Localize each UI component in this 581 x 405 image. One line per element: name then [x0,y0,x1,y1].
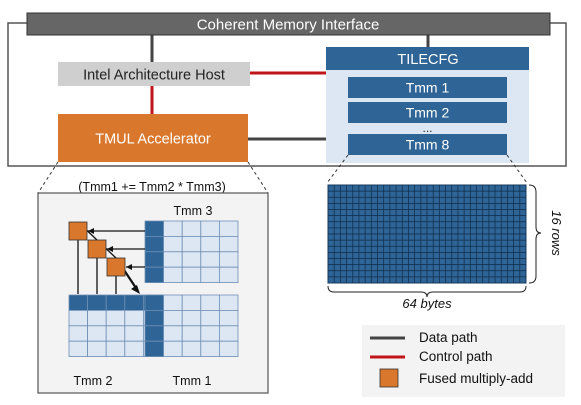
legend-fma-label: Fused multiply-add [419,371,533,386]
matrix-cell [218,266,239,284]
host-box [58,62,250,86]
matrix-cell [144,340,165,358]
matrix-cell [163,220,183,237]
matrix-cell [68,325,89,342]
matrix-cell [105,309,126,327]
matrix-cell [144,309,165,327]
tile-register-label: Tmm 2 [406,105,450,121]
coherent-memory-interface-bar [26,12,551,36]
matrix-cell [87,340,107,358]
coherent-memory-interface-label: Coherent Memory Interface [197,17,380,34]
matrix-cell [163,235,183,253]
rows-label: 16 rows [549,210,564,256]
matrix-cell [105,340,126,358]
fma-unit [68,221,88,241]
tmm2-label: Tmm 2 [74,374,113,388]
tmul-formula: (Tmm1 += Tmm2 * Tmm3) [78,180,225,194]
zoom-guide-line [247,161,269,194]
matrix-cell [218,340,239,358]
matrix-cell [200,235,220,253]
matrix-cell [218,251,239,268]
matrix-cell [87,294,107,311]
tile-register-box [348,77,507,98]
matrix-cell [68,309,89,327]
matrix-cell [200,220,220,237]
matrix-cell [218,325,239,342]
matrix-cell [181,325,202,342]
matrix-cell [200,294,220,311]
tile-register-box [348,102,507,123]
cols-label: 64 bytes [402,296,452,311]
matrix-cell [181,266,202,284]
matrix-cell [181,220,202,237]
matrix-cell [181,235,202,253]
matrix-cell [144,325,165,342]
tmm1-label: Tmm 1 [173,374,212,388]
matrix-cell [87,325,107,342]
matrix-cell [200,266,220,284]
tile-register-label: Tmm 1 [406,80,450,96]
matrix-cell [68,294,89,311]
tmul-accelerator-box [58,114,248,162]
legend-control-path-label: Control path [419,349,493,364]
host-label: Intel Architecture Host [83,68,225,84]
matrix-cell [163,309,183,327]
matrix-cell [218,309,239,327]
cols-brace [327,285,527,298]
matrix-cell [218,220,239,237]
matrix-cell [87,309,107,327]
zoom-guide-line [37,161,59,194]
matrix-cell [200,309,220,327]
matrix-cell [68,340,89,358]
matrix-cell [163,251,183,268]
matrix-cell [124,294,144,311]
matrix-cell [218,235,239,253]
matrix-cell [181,294,202,311]
tmm3-label: Tmm 3 [174,204,213,218]
matrix-cell [144,294,165,311]
tile-ellipsis: ... [422,121,432,135]
matrix-cell [181,340,202,358]
tilecfg-header [326,47,529,70]
matrix-cell [200,251,220,268]
matrix-cell [144,251,165,268]
matrix-cell [144,266,165,284]
matrix-cell [124,340,144,358]
fma-unit [106,257,126,277]
tmm1-matrix [144,294,239,358]
matrix-cell [163,340,183,358]
matrix-cell [181,309,202,327]
matrix-cell [163,325,183,342]
matrix-cell [144,220,165,237]
matrix-cell [105,325,126,342]
tile-register-grid [327,184,527,284]
matrix-cell [218,294,239,311]
matrix-cell [200,340,220,358]
tmm3-matrix [144,220,239,284]
matrix-cell [200,325,220,342]
matrix-cell [124,309,144,327]
fma-unit [87,239,107,259]
tmul-accelerator-label: TMUL Accelerator [95,132,211,148]
tilecfg-title: TILECFG [397,52,458,68]
legend-fma-swatch [379,368,399,388]
tile-register-label: Tmm 8 [406,137,450,153]
matrix-cell [144,235,165,253]
tile-register-box [348,134,507,155]
legend-data-path-label: Data path [419,330,478,345]
matrix-cell [181,251,202,268]
matrix-cell [163,266,183,284]
matrix-cell [105,294,126,311]
rows-brace [528,184,542,284]
matrix-cell [163,294,183,311]
matrix-cell [124,325,144,342]
